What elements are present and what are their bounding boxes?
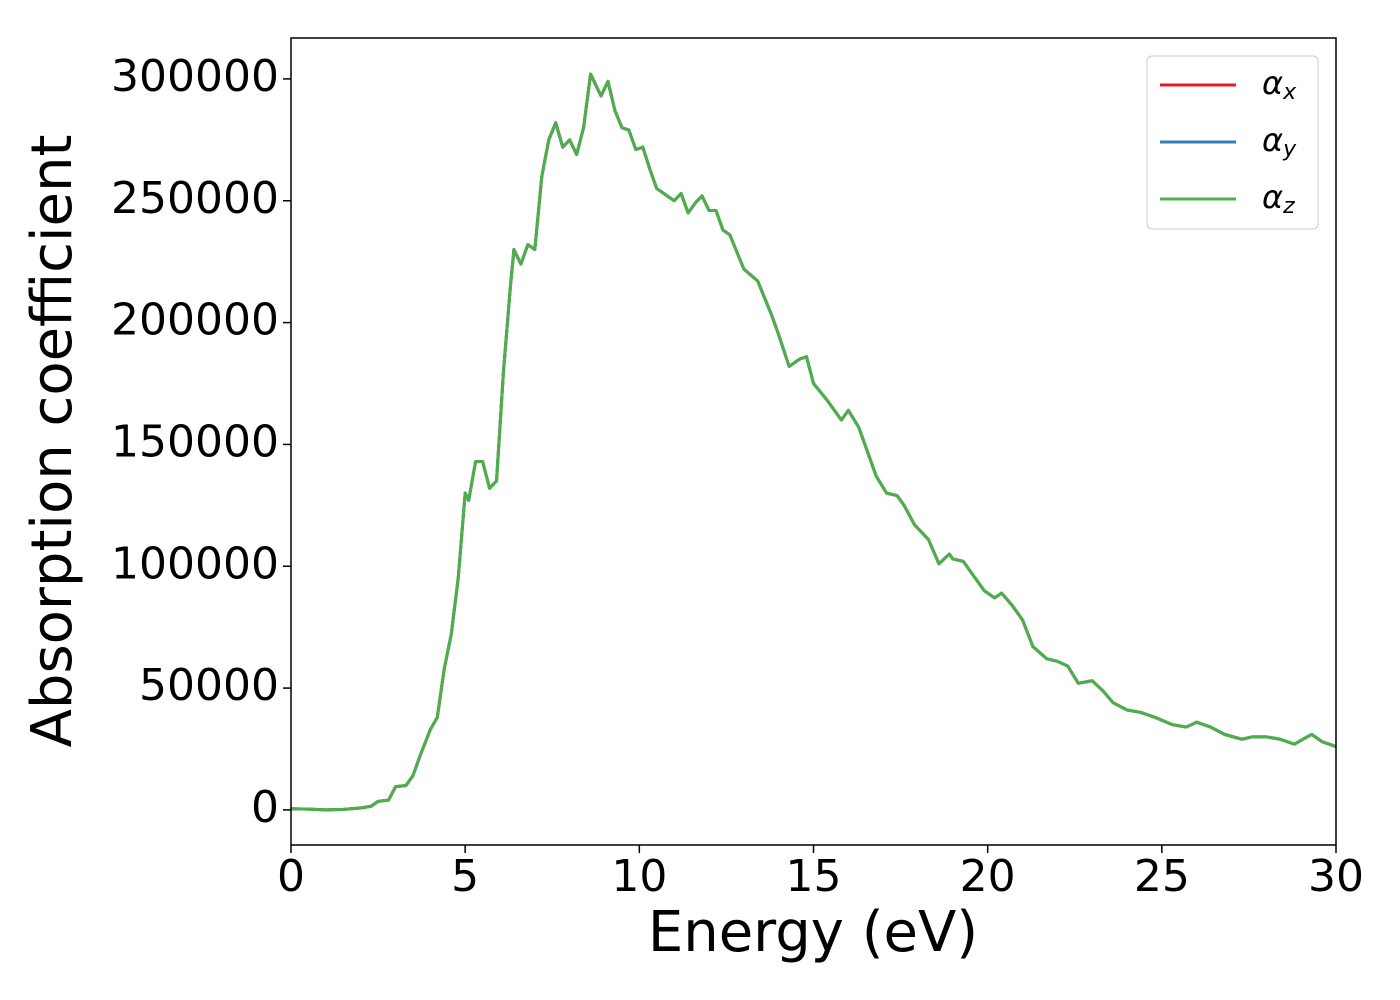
x-tick-label: 0 (277, 851, 305, 902)
legend-label: αx (1262, 64, 1297, 105)
x-tick-label: 20 (960, 851, 1016, 902)
y-tick-label: 300000 (111, 51, 279, 102)
y-tick-label: 150000 (111, 416, 279, 467)
x-tick-label: 5 (451, 851, 479, 902)
x-tick-label: 25 (1134, 851, 1190, 902)
x-tick-label: 15 (786, 851, 842, 902)
y-tick-label: 200000 (111, 295, 279, 346)
y-tick-label: 50000 (139, 660, 279, 711)
x-axis-label: Energy (eV) (648, 900, 978, 965)
plot-frame (290, 37, 1337, 846)
y-tick-label: 250000 (111, 173, 279, 224)
y-axis-label: Absorption coefficient (20, 135, 85, 748)
x-tick-label: 10 (611, 851, 667, 902)
legend-label: αy (1262, 121, 1297, 162)
legend: αx αy αz (1146, 55, 1319, 230)
data-line (290, 72, 1337, 812)
y-tick-label: 0 (251, 782, 279, 833)
y-tick-label: 100000 (111, 538, 279, 589)
legend-label: αz (1262, 178, 1295, 219)
x-tick-label: 30 (1308, 851, 1364, 902)
